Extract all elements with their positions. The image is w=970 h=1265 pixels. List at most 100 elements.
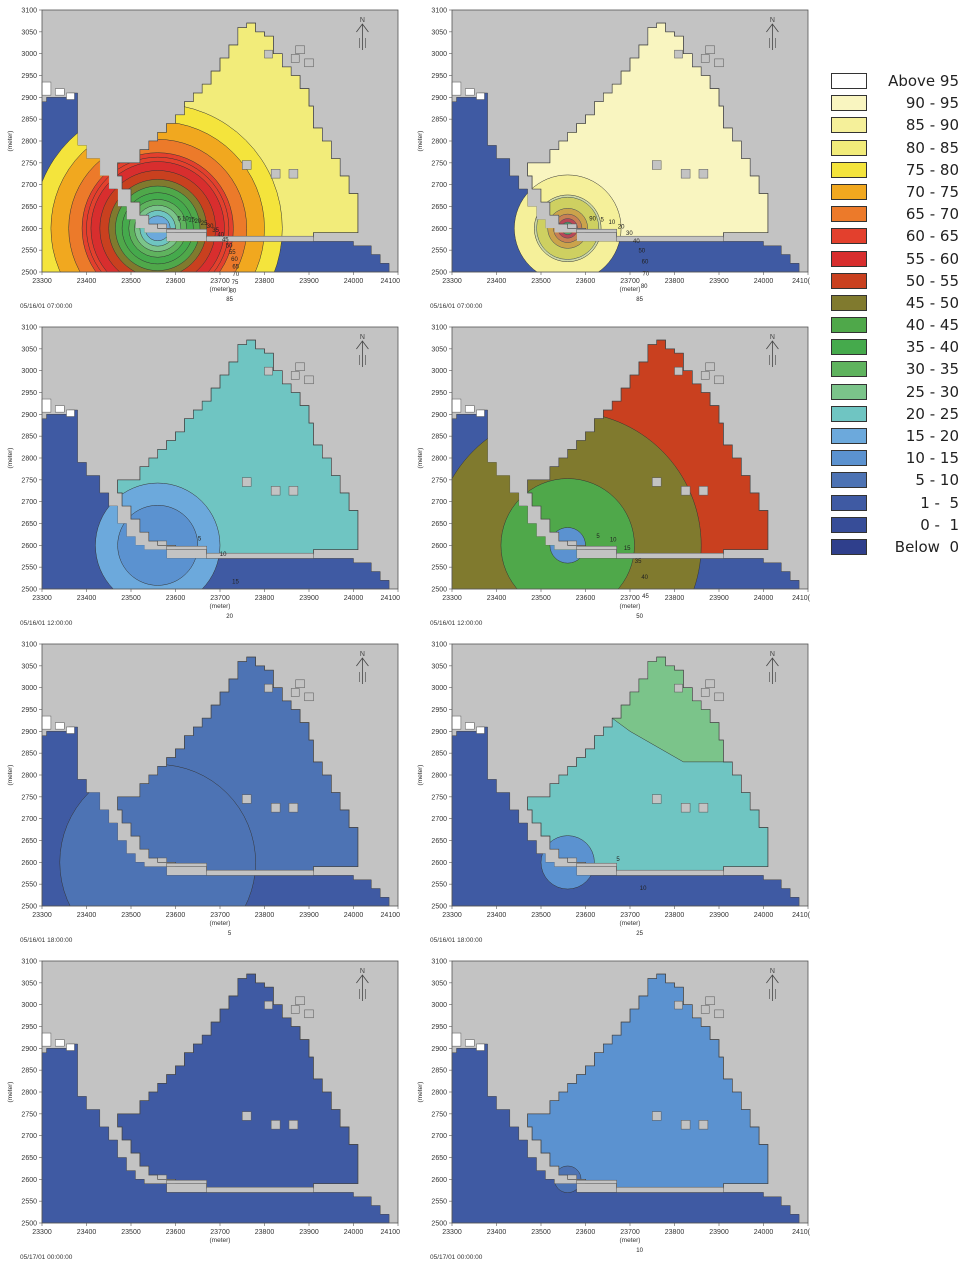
legend-swatch (831, 294, 867, 311)
y-tick-label: 2500 (431, 904, 447, 911)
y-tick-label: 2600 (21, 543, 37, 550)
timestamp-label: 05/16/01 12:00:00 (20, 620, 73, 627)
contour-label: 70 (643, 271, 650, 277)
island-cell (705, 362, 715, 371)
x-tick-label: 23300 (32, 912, 52, 919)
y-tick-label: 2750 (431, 160, 447, 167)
island-cell (270, 803, 281, 813)
legend-label: 10 - 15 (905, 449, 959, 468)
island-cell (698, 486, 709, 496)
contour-label: 75 (232, 280, 239, 286)
x-tick-label: 23300 (32, 278, 52, 285)
breakwater (166, 228, 207, 233)
svg-text:N: N (770, 17, 775, 24)
concentration-map-p4: 50 45 40 35 15 10 5 23300 23400 23500 23600 23700 23… (410, 319, 810, 629)
island-cell (288, 803, 299, 813)
x-tick-label: 23600 (576, 1229, 596, 1236)
y-tick-label: 2850 (21, 434, 37, 441)
x-tick-label: 23400 (77, 912, 97, 919)
svg-text:N: N (360, 334, 365, 341)
basin-outline (117, 339, 359, 555)
basin-outline (117, 22, 359, 238)
dry-cell (55, 88, 65, 96)
island-cell (270, 169, 281, 179)
x-tick-label: 24000 (754, 595, 774, 602)
y-tick-label: 3100 (431, 959, 447, 966)
north-arrow-icon: N (356, 968, 369, 1001)
x-tick-label: 24000 (344, 912, 364, 919)
island-cell (288, 169, 299, 179)
y-tick-label: 2600 (21, 1177, 37, 1184)
contour-label: 10 (610, 538, 617, 544)
breakwater (576, 228, 617, 233)
x-tick-label: 23500 (531, 912, 551, 919)
y-tick-label: 2500 (431, 270, 447, 277)
basin-outline (527, 339, 769, 555)
y-axis-label: (meter) (7, 1082, 14, 1103)
y-axis-label: (meter) (7, 448, 14, 469)
legend-label: 1 - 5 (920, 493, 959, 512)
x-tick-label: 23600 (166, 912, 186, 919)
y-tick-label: 2750 (21, 1111, 37, 1118)
legend-entry: 60 - 65 (829, 226, 959, 248)
contour-labels: 25 10 5 (616, 857, 647, 937)
y-tick-label: 3000 (431, 1002, 447, 1009)
contour-label: 20 (618, 225, 625, 231)
concentration-map-p1: 85 80 75 70 65 60 55 50 45 40 35 30 25 20 15 10 5 23300 23… (0, 2, 400, 312)
breakwater (616, 235, 724, 242)
svg-text:N: N (770, 334, 775, 341)
island-cell (705, 679, 715, 688)
dry-cell (55, 722, 65, 730)
island-cell (700, 371, 710, 380)
y-tick-label: 2850 (431, 434, 447, 441)
y-tick-label: 2500 (21, 587, 37, 594)
x-tick-label: 23900 (709, 1229, 729, 1236)
y-tick-label: 3100 (431, 642, 447, 649)
x-tick-label: 23900 (709, 278, 729, 285)
y-tick-label: 2900 (431, 729, 447, 736)
breakwater (567, 223, 577, 229)
legend-label: 90 - 95 (905, 94, 959, 113)
legend-entry: 0 - 1 (829, 515, 959, 537)
x-tick-label: 23800 (255, 278, 275, 285)
y-tick-label: 2750 (21, 160, 37, 167)
legend-label: 15 - 20 (905, 427, 959, 445)
x-tick-label: 23500 (121, 1229, 141, 1236)
x-tick-label: 23400 (77, 278, 97, 285)
x-tick-label: 23400 (487, 278, 507, 285)
legend-entry: 35 - 40 (829, 337, 959, 359)
island-cell (714, 375, 724, 385)
y-tick-label: 2550 (431, 248, 447, 255)
island-cell (295, 679, 305, 688)
island-cell (680, 803, 691, 813)
contour-label: 70 (233, 272, 240, 278)
island-cell (290, 371, 300, 380)
legend-label: 65 - 70 (905, 205, 959, 224)
breakwater (616, 552, 724, 559)
contour-label: 15 (188, 217, 195, 223)
y-tick-label: 3050 (21, 980, 37, 987)
y-tick-label: 2650 (21, 838, 37, 845)
y-tick-label: 2950 (431, 707, 447, 714)
legend-swatch (831, 139, 867, 156)
x-tick-label: 24100 (381, 912, 400, 919)
y-axis-label: (meter) (417, 131, 424, 152)
x-tick-label: 24000 (754, 278, 774, 285)
contour-label: 15 (232, 580, 239, 586)
island-cell (290, 1005, 300, 1014)
contour-label: 5 (198, 536, 202, 542)
y-tick-label: 2500 (21, 904, 37, 911)
y-tick-label: 3050 (431, 980, 447, 987)
y-tick-label: 2550 (431, 1199, 447, 1206)
x-tick-label: 23500 (531, 278, 551, 285)
x-axis-label: (meter) (620, 920, 641, 927)
x-axis-label: (meter) (210, 603, 231, 610)
dry-cell (66, 726, 75, 734)
breakwater (206, 1186, 314, 1193)
legend-swatch (831, 206, 867, 223)
svg-text:N: N (770, 968, 775, 975)
y-tick-label: 3050 (431, 663, 447, 670)
